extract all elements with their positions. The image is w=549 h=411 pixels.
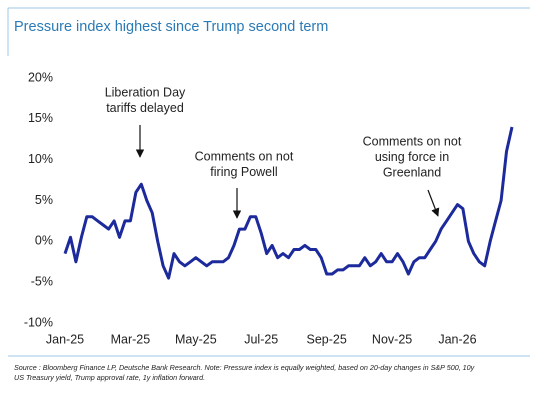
y-tick-label: -10% <box>24 315 53 329</box>
x-tick-label: Sep-25 <box>307 332 347 346</box>
x-tick-label: May-25 <box>175 332 217 346</box>
x-tick-label: Jan-26 <box>438 332 476 346</box>
source: Source : Bloomberg Finance LP, Deutsche … <box>14 363 475 372</box>
x-tick-label: Nov-25 <box>372 332 412 346</box>
annotation: Liberation Day <box>105 85 186 99</box>
annotation: Comments on not <box>363 134 462 148</box>
y-tick-label: 10% <box>28 152 53 166</box>
annotation: Greenland <box>383 165 441 179</box>
x-tick-label: Jan-25 <box>46 332 84 346</box>
annotation: Comments on not <box>195 149 294 163</box>
y-tick-label: 15% <box>28 111 53 125</box>
y-tick-label: 20% <box>28 70 53 84</box>
annotation: tariffs delayed <box>106 101 184 115</box>
y-tick-label: -5% <box>31 274 53 288</box>
y-tick-label: 5% <box>35 193 53 207</box>
annotation: using force in <box>375 150 449 164</box>
x-tick-label: Jul-25 <box>244 332 278 346</box>
chart-title: Pressure index highest since Trump secon… <box>14 19 328 35</box>
arrow <box>427 189 440 217</box>
x-tick-label: Mar-25 <box>111 332 151 346</box>
y-tick-label: 0% <box>35 234 53 248</box>
data-line <box>63 126 514 280</box>
annotation: firing Powell <box>210 165 277 179</box>
source: US Treasury yield, Trump approval rate, … <box>14 373 205 382</box>
